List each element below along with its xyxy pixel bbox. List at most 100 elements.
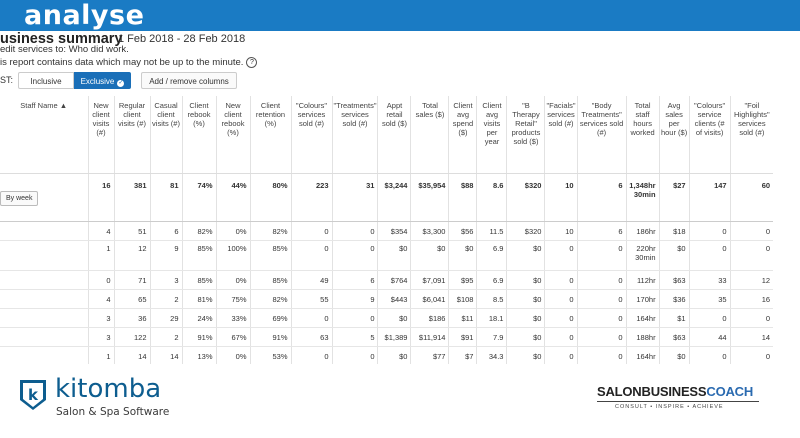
table-cell: 14	[149, 346, 182, 364]
table-cell: 0	[729, 221, 774, 241]
table-cell: 12	[729, 270, 774, 290]
table-cell: 4	[87, 221, 114, 241]
page-title: usiness summary	[0, 31, 123, 47]
table-cell: 36	[113, 308, 150, 328]
total-cell: 147	[688, 173, 731, 222]
table-cell: 1	[87, 346, 114, 364]
notice-text: is report contains data which may not be…	[0, 57, 244, 69]
table-cell: $0	[506, 327, 545, 347]
table-cell: 0%	[215, 221, 250, 241]
table-cell: 2	[149, 289, 182, 309]
table-cell: $443	[377, 289, 411, 309]
table-cell: 6.9	[476, 240, 507, 271]
column-header[interactable]: Regular client visits (#)	[113, 96, 150, 174]
column-header[interactable]: Total sales ($)	[410, 96, 449, 174]
table-cell: 82%	[249, 221, 291, 241]
table-row: 4 51 6 82% 0% 82% 0 0 $354 $3,300 $56 11.5 $320 10 6 18…	[0, 221, 774, 241]
table-cell: 0	[729, 240, 774, 271]
staff-name-cell[interactable]	[0, 240, 88, 271]
column-header[interactable]: "Foil Highlights" services sold (#)	[729, 96, 774, 174]
total-cell: $320	[506, 173, 545, 222]
table-cell: 11.5	[476, 221, 507, 241]
column-header[interactable]: Avg sales per hour ($)	[658, 96, 690, 174]
column-header[interactable]: New client rebook (%)	[215, 96, 250, 174]
table-cell: 220hr 30min	[625, 240, 660, 271]
kitomba-badge-icon: k	[20, 380, 46, 410]
column-header[interactable]: "Colours" services sold (#)	[290, 96, 332, 174]
column-header[interactable]: Client rebook (%)	[181, 96, 216, 174]
table-cell: 164hr	[625, 346, 660, 364]
table-cell: 0	[576, 346, 627, 364]
table-cell: 85%	[181, 240, 216, 271]
column-header[interactable]: "Facials" services sold (#)	[544, 96, 578, 174]
by-week-button[interactable]: By week	[0, 191, 39, 206]
column-header[interactable]: "Body Treatments" services sold (#)	[576, 96, 627, 174]
table-row: 1 14 14 13% 0% 53% 0 0 $0 $77 $7 34.3 $0 0 0 164hr $0 0 0	[0, 346, 774, 364]
staff-name-cell[interactable]	[0, 270, 88, 290]
table-cell: 170hr	[625, 289, 660, 309]
table-cell: $0	[410, 240, 449, 271]
table-cell: $7	[448, 346, 477, 364]
column-header[interactable]: Total staff hours worked	[625, 96, 660, 174]
table-cell: 0	[576, 327, 627, 347]
column-header[interactable]: Appt retail sold ($)	[377, 96, 411, 174]
table-cell: $18	[658, 221, 690, 241]
table-cell: 0	[87, 270, 114, 290]
staff-name-cell[interactable]	[0, 346, 88, 364]
table-row: 4 65 2 81% 75% 82% 55 9 $443 $6,041 $108 8.5 $0 0 0 170…	[0, 289, 774, 309]
total-cell: $27	[658, 173, 690, 222]
column-header[interactable]: Client retention (%)	[249, 96, 291, 174]
total-cell: 81	[149, 173, 182, 222]
column-header[interactable]: Casual client visits (#)	[149, 96, 182, 174]
table-cell: 85%	[181, 270, 216, 290]
total-cell: 16	[87, 173, 114, 222]
column-header[interactable]: Client avg visits per year	[476, 96, 507, 174]
table-cell: 0	[576, 308, 627, 328]
column-header[interactable]: "Colours" service clients (# of visits)	[688, 96, 731, 174]
table-cell: $36	[658, 289, 690, 309]
table-cell: 81%	[181, 289, 216, 309]
staff-name-cell[interactable]	[0, 308, 88, 328]
table-cell: 3	[149, 270, 182, 290]
table-cell: 44	[688, 327, 731, 347]
table-cell: $0	[506, 240, 545, 271]
inclusive-toggle[interactable]: Inclusive	[18, 72, 74, 89]
info-icon[interactable]: ?	[246, 57, 258, 68]
table-cell: $108	[448, 289, 477, 309]
report-table-container: Staff Name ▲ New client visits (#) Regul…	[0, 96, 800, 364]
total-cell: 6	[576, 173, 627, 222]
table-cell: $1	[658, 308, 690, 328]
column-header[interactable]: "Treatments" services sold (#)	[331, 96, 378, 174]
column-header[interactable]: Client avg spend ($)	[448, 96, 477, 174]
column-header[interactable]: New client visits (#)	[87, 96, 114, 174]
table-cell: 91%	[249, 327, 291, 347]
table-cell: 0	[290, 346, 332, 364]
table-cell: 6	[576, 221, 627, 241]
date-range: 1 Feb 2018 - 28 Feb 2018	[118, 33, 246, 45]
table-cell: 18.1	[476, 308, 507, 328]
staff-name-cell[interactable]	[0, 289, 88, 309]
staff-name-cell[interactable]	[0, 327, 88, 347]
table-cell: 82%	[249, 289, 291, 309]
staff-name-header[interactable]: Staff Name ▲	[0, 96, 88, 174]
table-cell: $91	[448, 327, 477, 347]
kitomba-name: kitomba	[55, 374, 162, 404]
table-cell: 122	[113, 327, 150, 347]
table-cell: 4	[87, 289, 114, 309]
table-cell: 0	[290, 240, 332, 271]
add-remove-columns-button[interactable]: Add / remove columns	[141, 72, 237, 89]
credit-services-text: edit services to: Who did work.	[0, 44, 129, 55]
table-cell: 49	[290, 270, 332, 290]
table-cell: 14	[729, 327, 774, 347]
table-cell: 0	[331, 221, 378, 241]
total-cell: 10	[544, 173, 578, 222]
exclusive-toggle[interactable]: Exclusive ✓	[74, 72, 131, 89]
totals-row: By week 16 381 81 74% 44% 80% 223 31 $3,…	[0, 173, 774, 222]
sbc-tagline: CONSULT • INSPIRE • ACHIEVE	[615, 404, 724, 410]
table-cell: 12	[113, 240, 150, 271]
svg-text:k: k	[28, 386, 39, 404]
table-cell: 55	[290, 289, 332, 309]
staff-name-cell[interactable]	[0, 221, 88, 241]
table-cell: 85%	[249, 240, 291, 271]
column-header[interactable]: "B Therapy Retail" products sold ($)	[506, 96, 545, 174]
